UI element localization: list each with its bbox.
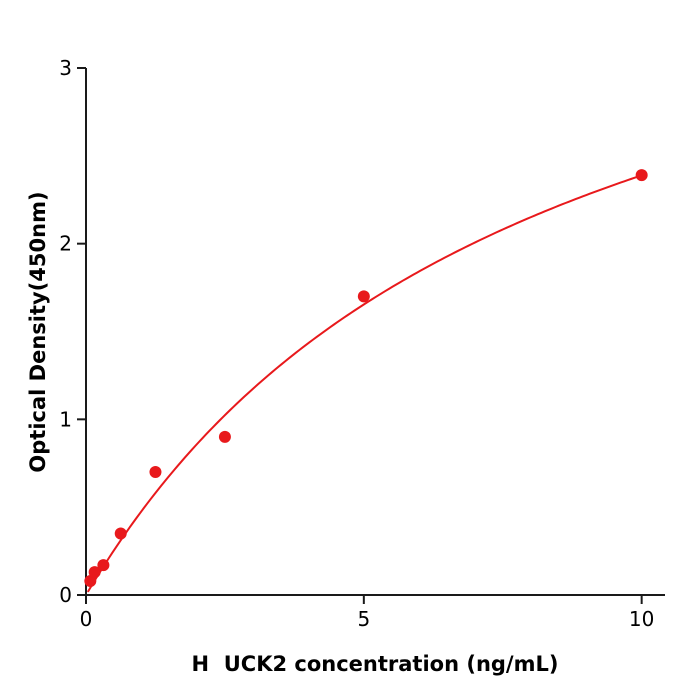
data-point — [97, 559, 110, 572]
y-tick-label: 2 — [59, 232, 72, 256]
y-tick-label: 3 — [59, 56, 72, 80]
data-point — [218, 430, 231, 443]
y-axis-title: Optical Density(450nm) — [26, 191, 50, 473]
y-tick-label: 1 — [59, 407, 72, 431]
data-point — [114, 527, 127, 540]
x-tick-label: 5 — [357, 607, 370, 631]
y-tick-label: 0 — [59, 583, 72, 607]
data-point — [149, 466, 162, 479]
data-point — [357, 290, 370, 303]
x-tick-label: 0 — [80, 607, 93, 631]
data-point — [88, 566, 101, 579]
fit-curve — [87, 174, 643, 593]
x-axis-title: H UCK2 concentration (ng/mL) — [191, 652, 559, 676]
x-tick-label: 10 — [629, 607, 654, 631]
data-point — [635, 169, 648, 182]
